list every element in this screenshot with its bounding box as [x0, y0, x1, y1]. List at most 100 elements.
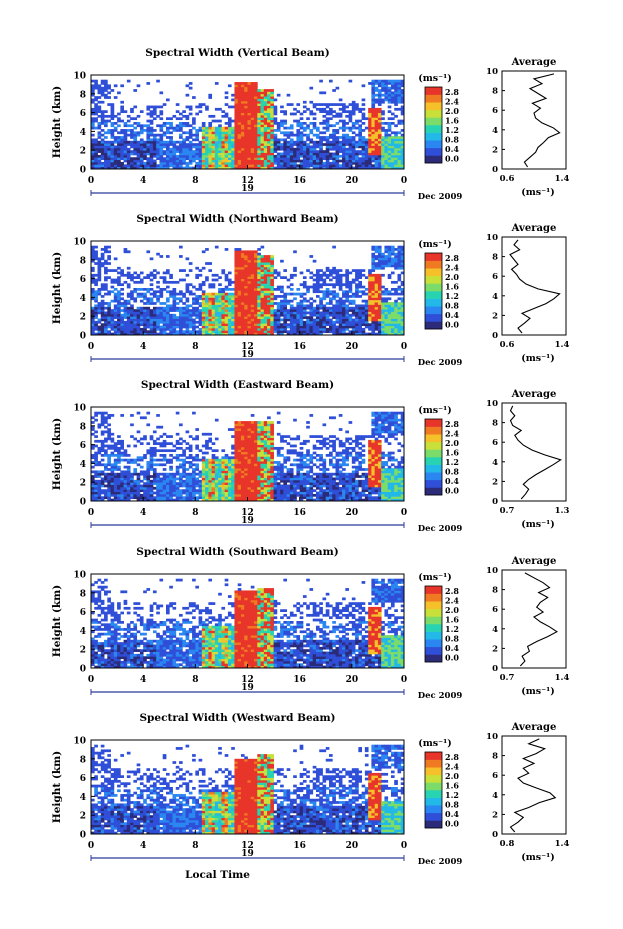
heatmap-cell: [94, 320, 98, 324]
heatmap-cell: [270, 313, 274, 317]
heatmap-cell: [120, 493, 124, 497]
heatmap-cell: [188, 86, 193, 90]
heatmap-cell: [351, 325, 356, 329]
heatmap-cell: [139, 154, 144, 158]
heatmap-cell: [234, 266, 239, 270]
heatmap-cell: [240, 110, 245, 113]
heatmap-cell: [117, 323, 121, 326]
heatmap-cell: [126, 454, 131, 457]
heatmap-cell: [374, 285, 379, 289]
heatmap-cell: [400, 152, 405, 156]
heatmap-cell: [368, 269, 372, 272]
heatmap-cell: [136, 157, 141, 160]
heatmap-cell: [270, 278, 274, 282]
heatmap-cell: [247, 323, 252, 326]
heatmap-cell: [211, 152, 216, 156]
heatmap-cell: [195, 129, 199, 132]
heatmap-cell: [293, 119, 297, 123]
heatmap-cell: [276, 295, 281, 298]
x-tick-label: 8: [192, 176, 198, 186]
heatmap-cell: [94, 325, 98, 329]
heatmap-cell: [315, 327, 320, 331]
heatmap-cell: [143, 475, 147, 478]
heatmap-cell: [123, 166, 128, 170]
heatmap-cell: [146, 161, 151, 165]
heatmap-cell: [286, 311, 291, 315]
heatmap-cell: [322, 325, 327, 329]
heatmap-cell: [185, 306, 190, 310]
heatmap-cell: [283, 302, 288, 305]
heatmap-cell: [94, 332, 98, 336]
heatmap-cell: [299, 122, 304, 125]
heatmap-cell: [257, 264, 261, 268]
heatmap-cell: [117, 154, 121, 158]
heatmap-cell: [381, 98, 385, 102]
heatmap-cell: [211, 136, 216, 139]
heatmap-cell: [94, 278, 98, 282]
heatmap-cell: [351, 136, 356, 139]
heatmap-cell: [273, 112, 278, 116]
heatmap-cell: [126, 276, 131, 279]
heatmap-cell: [130, 472, 134, 476]
heatmap-cell: [371, 316, 376, 319]
heatmap-cell: [94, 166, 98, 170]
heatmap-cell: [374, 159, 379, 163]
heatmap-cell: [139, 295, 144, 298]
heatmap-cell: [97, 446, 102, 450]
heatmap-cell: [237, 273, 242, 277]
heatmap-cell: [120, 150, 124, 153]
heatmap-cell: [240, 255, 245, 258]
heatmap-cell: [315, 140, 320, 144]
heatmap-cell: [94, 414, 98, 417]
heatmap-cell: [97, 164, 102, 168]
heatmap-cell: [146, 311, 151, 315]
heatmap-cell: [270, 309, 274, 312]
heatmap-cell: [126, 166, 131, 170]
heatmap-cell: [374, 161, 379, 165]
heatmap-cell: [221, 164, 226, 168]
heatmap-cell: [107, 262, 111, 265]
heatmap-cell: [188, 140, 193, 144]
heatmap-cell: [257, 290, 261, 294]
colorbar-segment: [425, 125, 442, 133]
heatmap-cell: [120, 327, 124, 331]
heatmap-cell: [208, 157, 213, 160]
heatmap-cell: [169, 131, 173, 135]
heatmap-cell: [221, 133, 226, 137]
heatmap-cell: [182, 306, 186, 310]
heatmap-cell: [289, 316, 294, 319]
heatmap-cell: [270, 129, 274, 132]
heatmap-cell: [289, 166, 294, 170]
heatmap-cell: [143, 435, 147, 438]
heatmap-cell: [377, 255, 382, 258]
heatmap-cell: [247, 318, 252, 322]
heatmap-cell: [136, 411, 141, 415]
heatmap-cell: [237, 325, 242, 329]
heatmap-cell: [273, 271, 278, 275]
heatmap-cell: [296, 309, 301, 312]
heatmap-cell: [293, 150, 297, 153]
heatmap-cell: [257, 112, 261, 116]
heatmap-cell: [384, 250, 389, 254]
heatmap-cell: [117, 145, 121, 149]
heatmap-cell: [286, 150, 291, 153]
heatmap-cell: [306, 306, 310, 310]
heatmap-cell: [280, 295, 284, 298]
heatmap-cell: [267, 304, 271, 308]
heatmap-cell: [218, 107, 222, 111]
heatmap-cell: [126, 157, 131, 160]
heatmap-cell: [273, 327, 278, 331]
heatmap-cell: [254, 98, 258, 102]
heatmap-cell: [126, 164, 131, 168]
heatmap-cell: [188, 323, 193, 326]
heatmap-cell: [100, 318, 105, 322]
heatmap-cell: [257, 159, 261, 163]
heatmap-cell: [247, 143, 252, 146]
heatmap-cell: [165, 152, 170, 156]
heatmap-cell: [110, 143, 115, 146]
heatmap-cell: [315, 164, 320, 168]
heatmap-cell: [198, 288, 203, 291]
heatmap-cell: [244, 255, 248, 258]
avg-y-tick-label: 4: [492, 126, 498, 136]
heatmap-cell: [97, 479, 102, 483]
